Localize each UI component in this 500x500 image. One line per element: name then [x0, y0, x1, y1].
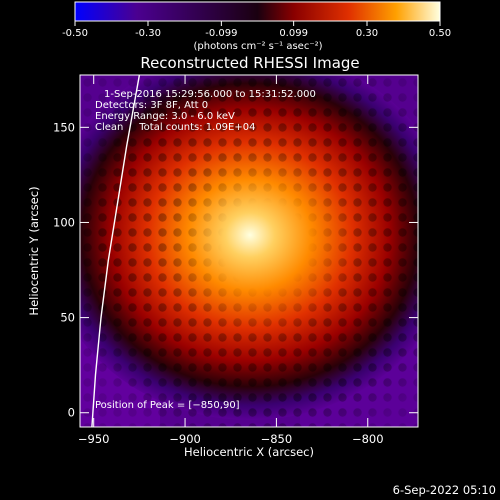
- colorbar-tick-label: 0.50: [429, 28, 451, 39]
- y-tick-label: 0: [68, 406, 75, 420]
- info-total-counts: Clean Total counts: 1.09E+04: [95, 122, 255, 133]
- x-axis-label: Heliocentric X (arcsec): [184, 445, 314, 459]
- plot-frame: [79, 74, 419, 428]
- x-tick-label: −800: [352, 432, 384, 446]
- y-tick-label: 50: [60, 311, 75, 325]
- colorbar-tick-label: 0.099: [279, 28, 308, 39]
- axis-ticks: −950 −900 −850 −800 0 50 100 150: [53, 75, 418, 446]
- info-energy-range: Energy Range: 3.0 - 6.0 keV: [95, 111, 235, 122]
- info-detectors: Detectors: 3F 8F, Att 0: [95, 100, 208, 111]
- x-tick-label: −850: [261, 432, 293, 446]
- info-time-range: 1-Sep-2016 15:29:56.000 to 15:31:52.000: [104, 89, 316, 100]
- solar-limb-curve: [91, 75, 141, 427]
- colorbar-tick-label: -0.50: [62, 28, 88, 39]
- colorbar-tick-label: -0.099: [205, 28, 237, 39]
- y-tick-label: 150: [53, 120, 75, 134]
- colorbar-gradient: [74, 1, 441, 22]
- colorbar-unit-label: (photons cm⁻² s⁻¹ asec⁻²): [193, 41, 322, 52]
- x-tick-label: −950: [78, 432, 110, 446]
- x-tick-label: −900: [169, 432, 201, 446]
- peak-position-label: Position of Peak = [−850,90]: [95, 400, 240, 411]
- y-tick-label: 100: [53, 215, 75, 229]
- chart-title: Reconstructed RHESSI Image: [140, 54, 359, 72]
- colorbar: -0.50 -0.30 -0.099 0.099 0.30 0.50 (photons c…: [62, 1, 451, 52]
- timestamp: 6-Sep-2022 05:10: [393, 483, 496, 497]
- colorbar-tick-label: -0.30: [135, 28, 161, 39]
- colorbar-ticks: -0.50 -0.30 -0.099 0.099 0.30 0.50: [62, 21, 451, 39]
- colorbar-tick-label: 0.30: [356, 28, 378, 39]
- info-block: 1-Sep-2016 15:29:56.000 to 15:31:52.000 …: [95, 89, 316, 133]
- heatmap-image: [80, 75, 418, 427]
- y-axis-label: Heliocentric Y (arcsec): [27, 186, 41, 315]
